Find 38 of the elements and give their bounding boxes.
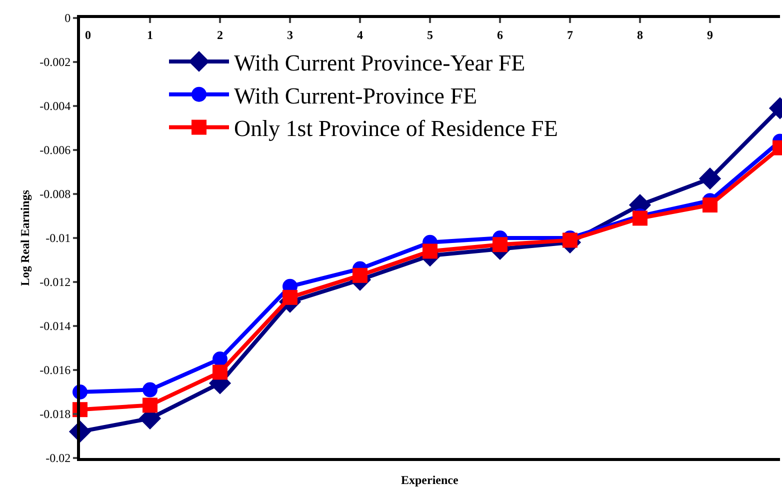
point: [282, 290, 298, 305]
point: [212, 352, 228, 366]
x-tick-label: 6: [497, 28, 503, 42]
x-tick-label: 7: [567, 28, 573, 42]
y-tick-label: -0.008: [40, 187, 71, 202]
x-tick-label: 5: [427, 28, 433, 42]
x-tick-label: 2: [217, 28, 223, 42]
legend-label: Only 1st Province of Residence FE: [234, 116, 558, 142]
legend-label: With Current-Province FE: [234, 83, 478, 108]
y-tick-label: -0.012: [40, 275, 71, 290]
y-tick-label: 0: [64, 11, 71, 26]
y-tick-label: -0.006: [40, 143, 71, 158]
x-tick-label: 9: [707, 28, 713, 42]
x-tick-label: 1: [147, 28, 153, 42]
point: [698, 168, 722, 190]
y-tick-label: -0.016: [40, 363, 71, 378]
x-tick-label: 3: [287, 28, 293, 42]
x-axis-title: Experience: [401, 473, 459, 487]
point: [212, 364, 228, 380]
point: [632, 210, 648, 226]
x-tick-label: 8: [637, 28, 643, 42]
y-tick-label: -0.002: [40, 55, 71, 70]
point: [352, 268, 368, 283]
point: [142, 398, 158, 413]
legend-label: With Current Province-Year FE: [234, 50, 526, 76]
point: [492, 237, 508, 252]
y-tick-label: -0.004: [40, 99, 71, 114]
x-tick-label: 4: [357, 28, 363, 42]
point: [142, 382, 158, 398]
y-tick-label: -0.01: [46, 231, 71, 246]
y-axis-title: Log Real Earnings: [18, 190, 32, 286]
point: [422, 244, 438, 259]
point: [562, 232, 578, 248]
y-tick-label: -0.014: [40, 319, 71, 334]
y-tick-label: -0.018: [40, 407, 71, 422]
x-tick-label: 0: [85, 28, 91, 42]
point: [702, 198, 718, 212]
y-tick-label: -0.02: [46, 451, 71, 466]
